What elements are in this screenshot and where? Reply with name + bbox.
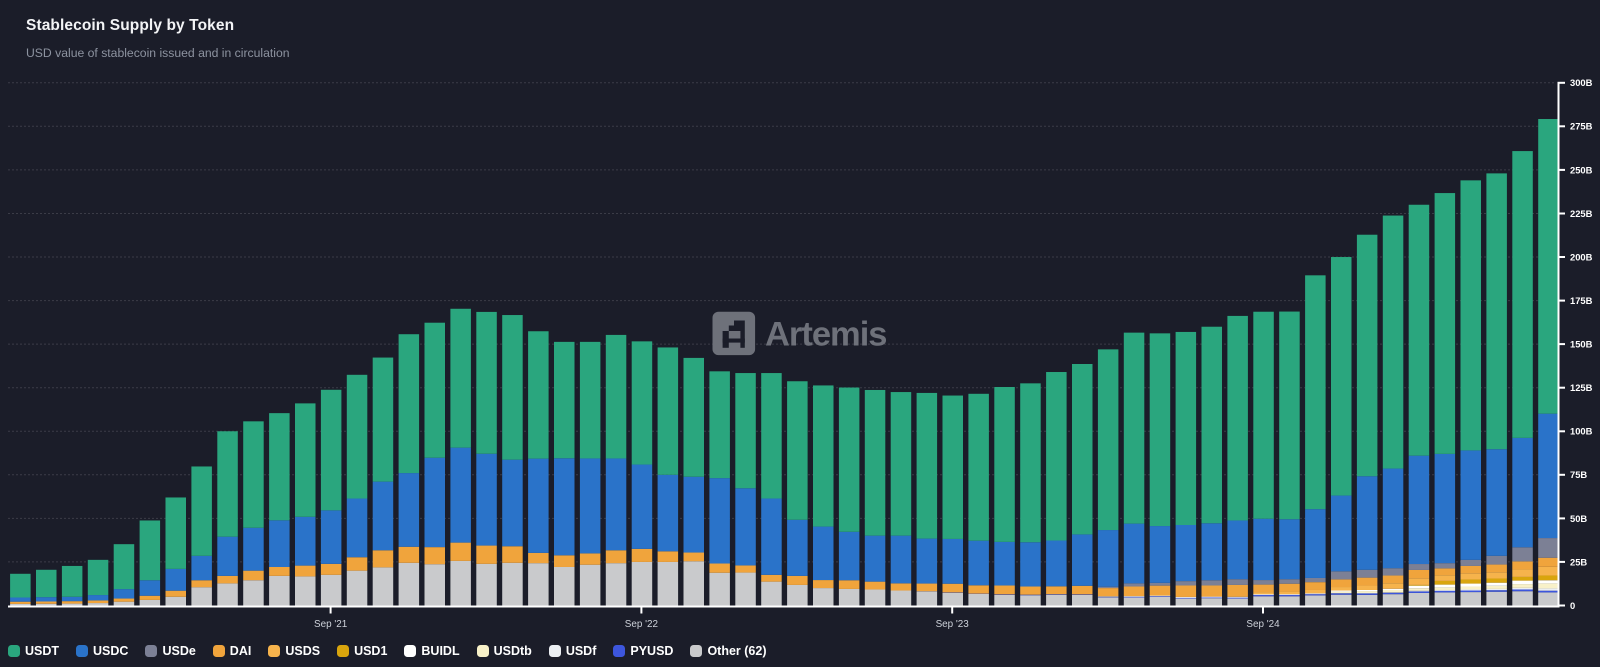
svg-text:225B: 225B (1570, 208, 1593, 219)
svg-text:175B: 175B (1570, 295, 1593, 306)
svg-text:125B: 125B (1570, 382, 1593, 393)
svg-text:250B: 250B (1570, 164, 1593, 175)
svg-text:50B: 50B (1570, 513, 1587, 524)
svg-text:Sep '23: Sep '23 (936, 619, 970, 630)
svg-text:100B: 100B (1570, 426, 1593, 437)
svg-text:75B: 75B (1570, 469, 1587, 480)
svg-text:275B: 275B (1570, 121, 1593, 132)
svg-text:0: 0 (1570, 600, 1575, 611)
svg-text:Sep '22: Sep '22 (625, 619, 658, 630)
svg-text:Sep '24: Sep '24 (1246, 619, 1280, 630)
svg-text:Artemis: Artemis (765, 316, 886, 354)
svg-text:150B: 150B (1570, 339, 1593, 350)
svg-text:25B: 25B (1570, 556, 1587, 567)
svg-text:300B: 300B (1570, 77, 1593, 88)
svg-text:200B: 200B (1570, 251, 1593, 262)
svg-text:Sep '21: Sep '21 (314, 619, 348, 630)
